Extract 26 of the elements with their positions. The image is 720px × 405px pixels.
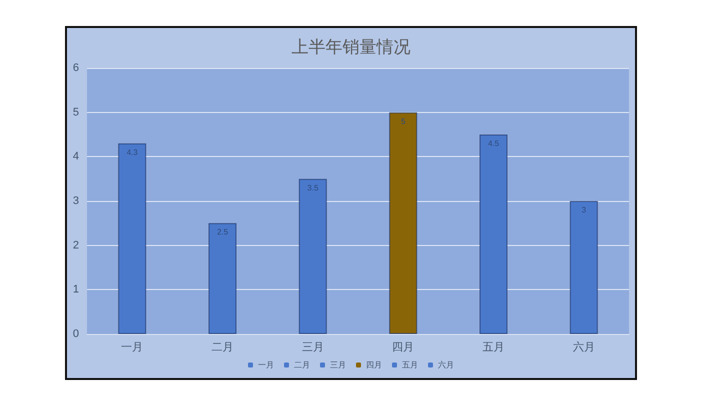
data-label: 4.3 xyxy=(126,148,138,157)
y-tick-label: 4 xyxy=(72,150,79,163)
data-label: 5 xyxy=(400,116,406,126)
y-tick-label: 0 xyxy=(72,328,79,340)
y-tick-label: 6 xyxy=(72,62,79,74)
y-tick-label: 1 xyxy=(72,284,79,296)
data-label: 3.5 xyxy=(307,183,319,192)
legend-label: 三月 xyxy=(330,360,346,370)
legend-label: 五月 xyxy=(402,360,418,370)
data-label: 2.5 xyxy=(216,228,229,237)
data-label: 4.5 xyxy=(488,139,500,148)
x-tick-label: 四月 xyxy=(392,342,414,354)
data-label: 3 xyxy=(582,206,587,214)
x-tick-label: 六月 xyxy=(572,340,595,354)
legend-label: 四月 xyxy=(366,360,382,370)
legend-label: 二月 xyxy=(294,360,310,370)
x-tick-label: 五月 xyxy=(482,342,504,354)
legend-label: 一月 xyxy=(258,360,274,370)
legend-label: 六月 xyxy=(438,360,454,370)
x-tick-label: 一月 xyxy=(121,342,144,354)
y-tick-label: 5 xyxy=(72,106,79,118)
y-tick-label: 3 xyxy=(72,195,79,207)
y-tick-label: 2 xyxy=(72,239,79,252)
x-tick-label: 二月 xyxy=(212,342,234,354)
chart-title: 上半年销量情况 xyxy=(292,38,410,58)
x-tick-label: 三月 xyxy=(302,342,324,354)
